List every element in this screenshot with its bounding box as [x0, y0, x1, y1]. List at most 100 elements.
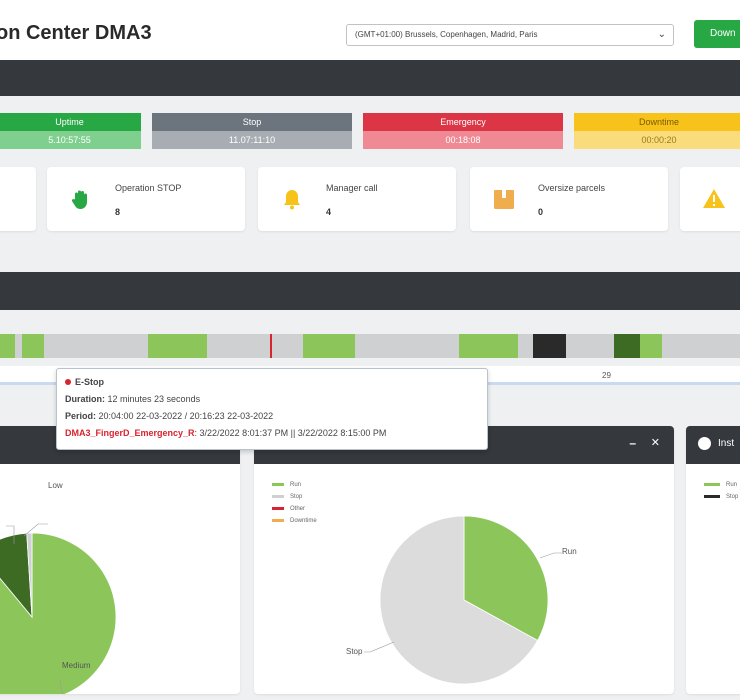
- timeline-segment[interactable]: [272, 334, 304, 358]
- timeline-segment[interactable]: [458, 334, 518, 358]
- timeline-segment[interactable]: [207, 334, 271, 358]
- legend-item: Run: [272, 482, 317, 494]
- kpi-downtime: Downtime 00:00:20: [574, 113, 740, 149]
- legend-item: Run: [704, 482, 738, 494]
- counter-label: Operation STOP: [115, 183, 182, 193]
- kpi-stop: Stop 11.07:11:10: [152, 113, 352, 149]
- kpi-stop-value: 11.07:11:10: [152, 131, 352, 149]
- tooltip-duration-label: Duration:: [65, 394, 105, 404]
- pie-label-run: Run: [562, 547, 577, 556]
- timeline-segment[interactable]: [532, 334, 567, 358]
- timeline-segment[interactable]: [44, 334, 148, 358]
- hand-stop-icon: [71, 190, 87, 209]
- section-header-bar: [0, 60, 740, 96]
- counter-label: Oversize parcels: [538, 183, 606, 193]
- legend-label: Run: [290, 482, 302, 488]
- counter-card-warning: [680, 167, 740, 231]
- timeline-segment[interactable]: [14, 334, 23, 358]
- page-title: on Center DMA3: [0, 22, 152, 44]
- header: on Center DMA3 (GMT+01:00) Brussels, Cop…: [0, 0, 740, 66]
- kpi-uptime-value: 5.10:57:55: [0, 131, 141, 149]
- pie-label-medium: Medium: [62, 661, 91, 670]
- chevron-down-icon: ⌄: [657, 29, 666, 40]
- legend-swatch: [272, 518, 284, 522]
- tooltip-period-label: Period:: [65, 411, 97, 421]
- legend-item: Downtime: [272, 518, 317, 530]
- legend-item: Stop: [704, 494, 738, 506]
- timeline-tooltip: E-Stop Duration: 12 minutes 23 seconds P…: [56, 368, 488, 450]
- timeline-segment[interactable]: [148, 334, 208, 358]
- inst-legend: Run Stop: [704, 482, 738, 506]
- tooltip-source-row: DMA3_FingerD_Emergency_R: 3/22/2022 8:01…: [65, 428, 479, 445]
- counter-value: 8: [115, 207, 121, 217]
- pie-label-low: Low: [48, 481, 63, 490]
- warning-icon: [703, 189, 725, 208]
- chart-panel-levels: Low Medium: [0, 426, 240, 694]
- tooltip-source-value: : 3/22/2022 8:01:37 PM || 3/22/2022 8:15…: [194, 428, 387, 438]
- kpi-uptime: Uptime 5.10:57:55: [0, 113, 141, 149]
- counter-card-manager-call: Manager call 4: [258, 167, 456, 231]
- download-button[interactable]: Down: [694, 20, 740, 48]
- legend-label: Stop: [290, 494, 303, 500]
- close-icon[interactable]: ✕: [650, 437, 660, 449]
- legend-item: Stop: [272, 494, 317, 506]
- chart-panel-inst: Inst Run Stop: [686, 426, 740, 694]
- pie-chart-levels: [0, 523, 117, 694]
- kpi-downtime-value: 00:00:20: [574, 131, 740, 149]
- panel-header: Inst: [686, 426, 740, 464]
- pie-slice-medium[interactable]: [0, 532, 117, 694]
- tooltip-title: E-Stop: [75, 377, 104, 387]
- legend-swatch: [272, 482, 284, 486]
- timeline-header-bar: [0, 272, 740, 310]
- minimize-icon[interactable]: –: [629, 436, 636, 450]
- timeline-segment[interactable]: [22, 334, 45, 358]
- pie-slice-run[interactable]: [463, 515, 549, 642]
- timeline-segment[interactable]: [662, 334, 740, 358]
- timezone-select[interactable]: (GMT+01:00) Brussels, Copenhagen, Madrid…: [346, 24, 674, 46]
- tooltip-source-label: DMA3_FingerD_Emergency_R: [65, 428, 195, 438]
- legend-label: Run: [726, 482, 738, 488]
- legend-swatch: [272, 494, 284, 498]
- counter-card-operation-stop: Operation STOP 8: [47, 167, 245, 231]
- counter-label: Manager call: [326, 183, 378, 193]
- counter-value: 0: [538, 207, 544, 217]
- timezone-select-value: (GMT+01:00) Brussels, Copenhagen, Madrid…: [355, 30, 538, 39]
- pie-chart-icon: [698, 437, 711, 450]
- tooltip-duration-row: Duration: 12 minutes 23 seconds: [65, 394, 479, 411]
- legend-label: Stop: [726, 494, 739, 500]
- timeline-segment[interactable]: [518, 334, 533, 358]
- legend-label: Downtime: [290, 518, 317, 524]
- timeline-segment[interactable]: [355, 334, 459, 358]
- kpi-emergency-label: Emergency: [363, 113, 563, 131]
- kpi-stop-label: Stop: [152, 113, 352, 131]
- pie-label-stop: Stop: [346, 647, 363, 656]
- timeline-segment[interactable]: [0, 334, 15, 358]
- chart-panel-run-stop: – ✕ Run Stop Other Downtime Run Stop: [254, 426, 674, 694]
- tooltip-period-value: 20:04:00 22-03-2022 / 20:16:23 22-03-202…: [98, 411, 274, 421]
- legend-swatch: [704, 482, 720, 486]
- legend-swatch: [272, 506, 284, 510]
- pie-slice-other[interactable]: [26, 532, 33, 618]
- timeline-segment[interactable]: [270, 334, 273, 358]
- timeline-segment[interactable]: [614, 334, 641, 358]
- legend-label: Other: [290, 506, 306, 512]
- bell-icon: [284, 190, 300, 210]
- tooltip-duration-value: 12 minutes 23 seconds: [107, 394, 201, 404]
- kpi-uptime-label: Uptime: [0, 113, 141, 131]
- timeline-segment[interactable]: [566, 334, 615, 358]
- kpi-emergency: Emergency 00:18:08: [363, 113, 563, 149]
- box-icon: [494, 190, 514, 209]
- counter-card-oversize-parcels: Oversize parcels 0: [470, 167, 668, 231]
- status-timeline[interactable]: [0, 334, 740, 358]
- legend-swatch: [704, 494, 720, 498]
- counter-value: 4: [326, 207, 332, 217]
- timeline-axis-tick: 29: [602, 371, 611, 380]
- kpi-downtime-label: Downtime: [574, 113, 740, 131]
- counter-card-partial: [0, 167, 36, 231]
- timeline-segment[interactable]: [303, 334, 356, 358]
- pie-chart-run-stop: [364, 515, 562, 685]
- timeline-segment[interactable]: [640, 334, 663, 358]
- tooltip-period-row: Period: 20:04:00 22-03-2022 / 20:16:23 2…: [65, 411, 479, 428]
- status-dot-icon: [65, 379, 71, 385]
- kpi-emergency-value: 00:18:08: [363, 131, 563, 149]
